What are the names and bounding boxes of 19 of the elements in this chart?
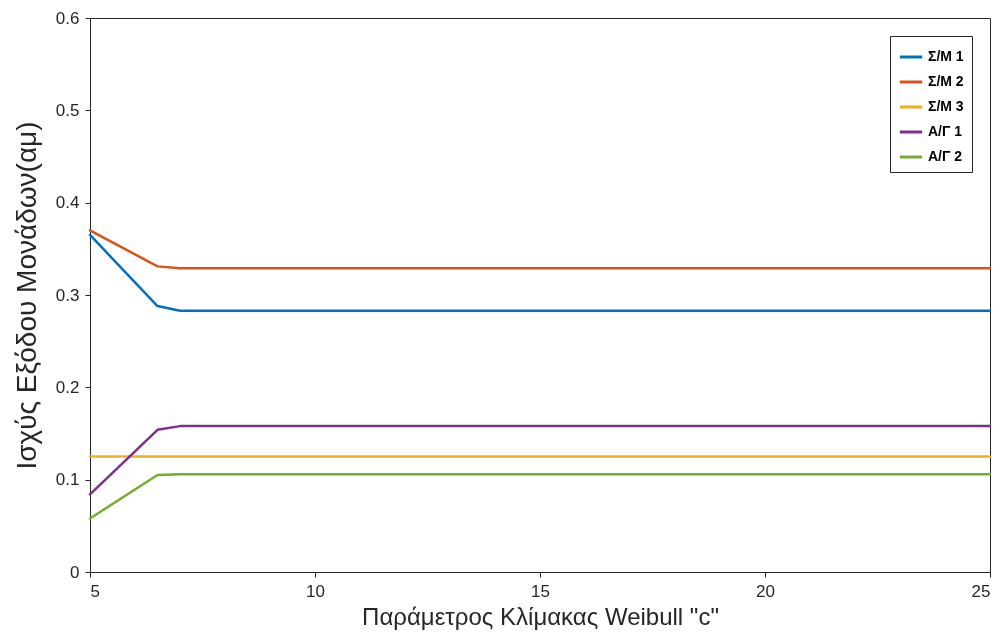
y-tick-label: 0 [70,562,80,582]
y-tick-label: 0.3 [55,285,80,305]
legend-label: Σ/Μ 1 [928,48,964,64]
legend-label: Α/Γ 2 [928,148,963,164]
x-tick-label: 5 [90,581,100,601]
x-tick-label: 20 [756,581,775,601]
y-tick-label: 0.2 [55,377,80,397]
x-axis-title: Παράμετρος Κλίμακας Weibull "c" [362,602,719,630]
legend-label: Σ/Μ 3 [928,98,964,114]
y-axis-title: Ισχύς Εξόδου Μονάδων(αμ) [10,121,42,470]
y-tick-label: 0.4 [55,193,80,213]
y-tick-label: 0.6 [55,8,80,28]
y-tick-label: 0.1 [55,470,80,490]
x-tick-label: 25 [971,581,991,601]
x-tick-label: 10 [306,581,325,601]
x-tick-label: 15 [531,581,550,601]
legend-label: Σ/Μ 2 [928,73,964,89]
y-tick-label: 0.5 [55,100,80,120]
legend-label: Α/Γ 1 [928,123,963,139]
